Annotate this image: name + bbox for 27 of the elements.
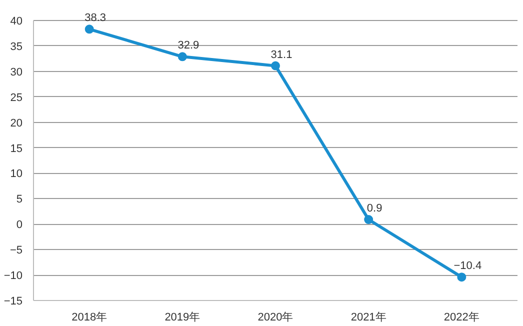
y-tick-label: 30 xyxy=(10,66,23,78)
y-tick-label: 35 xyxy=(10,40,23,53)
x-tick-label: 2018年 xyxy=(72,312,108,324)
data-label: 31.1 xyxy=(270,48,292,61)
x-tick-label: 2020年 xyxy=(258,312,294,324)
x-tick-label: 2021年 xyxy=(350,312,386,324)
point xyxy=(84,24,94,34)
data-label: 38.3 xyxy=(84,12,106,24)
point xyxy=(178,52,187,62)
y-tick-label: −15 xyxy=(4,296,23,308)
x-tick-label: 2022年 xyxy=(444,312,480,324)
y-tick-label: −10 xyxy=(4,270,23,282)
y-tick-label: 20 xyxy=(10,117,23,130)
data-label: 32.9 xyxy=(178,40,200,52)
point xyxy=(364,215,374,224)
y-tick-label: 10 xyxy=(10,168,23,180)
y-tick-label: −5 xyxy=(10,244,23,257)
point xyxy=(271,61,280,70)
data-label: −10.4 xyxy=(454,260,482,272)
y-tick-label: 5 xyxy=(16,194,23,206)
y-tick-label: 40 xyxy=(10,16,23,28)
y-tick-label: 0 xyxy=(16,219,23,232)
y-tick-label: 25 xyxy=(10,92,23,104)
data-label: 0.9 xyxy=(366,202,382,215)
point xyxy=(457,272,466,282)
x-tick-label: 2019年 xyxy=(164,312,200,324)
y-tick-label: 15 xyxy=(10,142,23,155)
